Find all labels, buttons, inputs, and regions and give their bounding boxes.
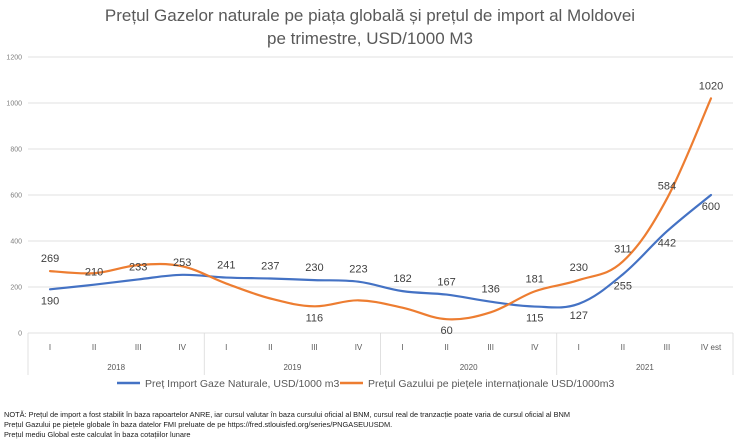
data-label: 241: [217, 260, 235, 272]
x-tick-label: III: [664, 343, 671, 352]
y-tick-label: 200: [10, 285, 22, 292]
series-lines: [48, 97, 713, 321]
data-label: 181: [526, 273, 544, 285]
data-label: 182: [393, 273, 411, 285]
x-year-label: 2019: [283, 363, 301, 372]
data-label: 210: [85, 267, 103, 279]
legend-label-global: Prețul Gazului pe piețele internaționale…: [368, 378, 614, 390]
x-tick-label: IV: [178, 343, 186, 352]
legend-label-import: Preț Import Gaze Naturale, USD/1000 m3: [145, 378, 339, 390]
footnote-1: NOTĂ: Prețul de import a fost stabilit î…: [4, 410, 571, 419]
x-tick-label: III: [135, 343, 142, 352]
x-tick-label: III: [311, 343, 318, 352]
x-year-label: 2021: [636, 363, 654, 372]
legend: Preț Import Gaze Naturale, USD/1000 m3 P…: [117, 378, 614, 390]
x-tick-label: II: [268, 343, 272, 352]
footnotes: NOTĂ: Prețul de import a fost stabilit î…: [4, 410, 738, 440]
data-label: 255: [614, 280, 632, 292]
data-label: 223: [349, 264, 367, 276]
x-year-label: 2018: [107, 363, 125, 372]
x-tick-label: III: [487, 343, 494, 352]
data-label: 442: [658, 237, 676, 249]
gridlines: 0 200 400 600 800 1000 1200: [6, 55, 733, 338]
data-label: 167: [437, 277, 455, 289]
x-tick-label: IV: [531, 343, 539, 352]
y-tick-label: 800: [10, 147, 22, 154]
y-tick-label: 400: [10, 239, 22, 246]
footnote-2: Prețul Gazului pe piețele globale în baz…: [4, 420, 393, 429]
y-tick-label: 0: [18, 331, 22, 338]
data-labels: 190 210 233 253 241 237 230 223 182 167 136 115 127 2…: [41, 80, 723, 337]
x-tick-label: II: [621, 343, 625, 352]
x-tick-label: I: [578, 343, 580, 352]
data-label: 115: [526, 313, 544, 325]
data-label: 230: [305, 262, 323, 274]
x-tick-label: I: [49, 343, 51, 352]
x-tick-label: I: [401, 343, 403, 352]
series-line-import: [48, 193, 713, 309]
data-label: 584: [658, 181, 676, 193]
data-label: 127: [570, 310, 588, 322]
data-label: 136: [481, 284, 499, 296]
x-tick-label: II: [444, 343, 448, 352]
x-axis: I II III IV I II III IV I II III IV I II III IV est2018…: [27, 333, 734, 375]
data-label: 253: [173, 257, 191, 269]
x-tick-label: II: [92, 343, 96, 352]
footnote-3: Prețul mediu Global este calculat în baz…: [4, 430, 191, 439]
data-label: 1020: [699, 80, 723, 92]
chart-title-line-2: pe trimestre, USD/1000 M3: [267, 29, 473, 48]
data-label: 237: [261, 260, 279, 272]
data-label: 311: [614, 243, 632, 255]
x-tick-label: IV: [355, 343, 363, 352]
y-tick-label: 1000: [6, 101, 22, 108]
series-line-global: [48, 97, 713, 321]
data-label: 230: [570, 262, 588, 274]
x-year-label: 2020: [460, 363, 478, 372]
data-label: 600: [702, 201, 720, 213]
y-tick-label: 600: [10, 193, 22, 200]
chart-title-line-1: Prețul Gazelor naturale pe piața globală…: [105, 6, 635, 25]
chart: Prețul Gazelor naturale pe piața globală…: [6, 6, 734, 390]
y-tick-label: 1200: [6, 55, 22, 62]
x-tick-label: I: [225, 343, 227, 352]
data-label: 60: [440, 325, 452, 337]
data-label: 269: [41, 253, 59, 265]
x-tick-label: IV est: [701, 343, 722, 352]
data-label: 116: [306, 312, 324, 324]
data-label: 233: [129, 261, 147, 273]
data-label: 190: [41, 295, 59, 307]
